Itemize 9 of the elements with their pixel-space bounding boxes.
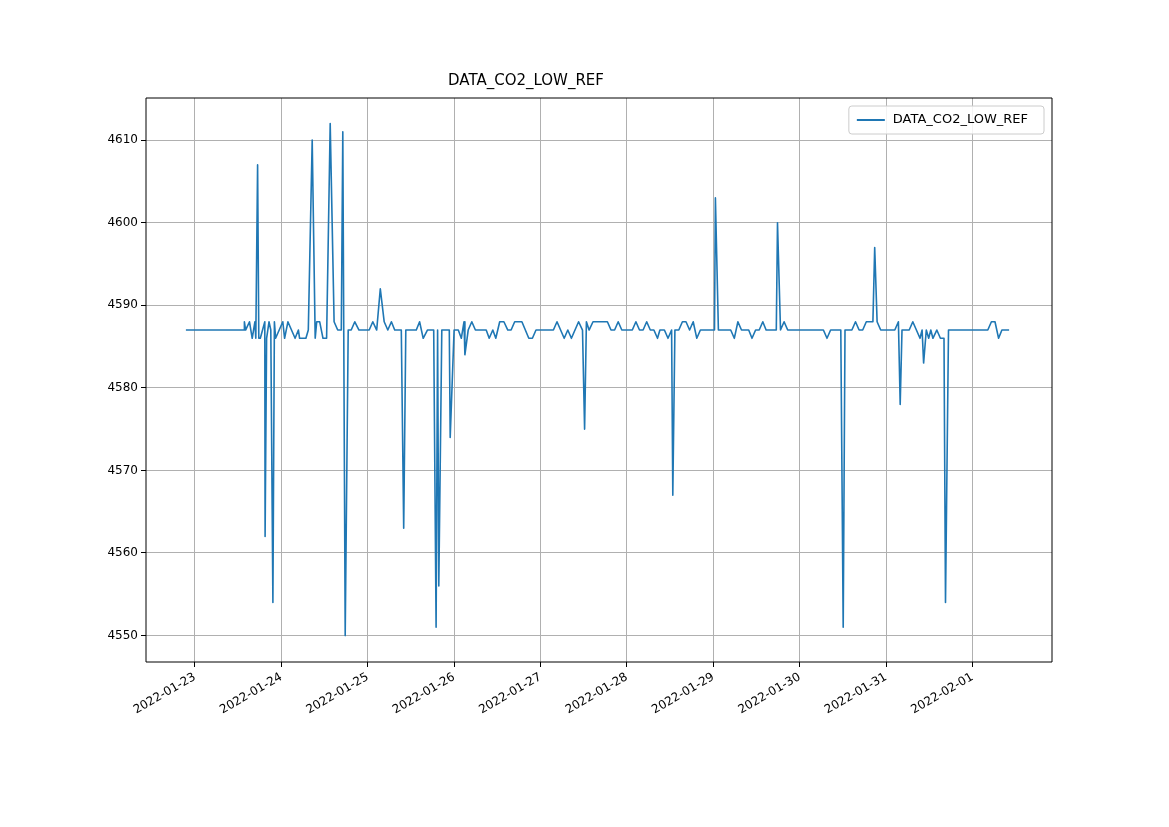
- legend-label: DATA_CO2_LOW_REF: [892, 111, 1029, 127]
- y-tick-label: 4600: [107, 214, 138, 229]
- y-tick-label: 4590: [107, 297, 138, 312]
- y-tick-label: 4580: [107, 379, 138, 394]
- y-tick-label: 4610: [107, 132, 138, 147]
- y-tick-label: 4570: [107, 462, 138, 477]
- y-tick-label: 4550: [107, 627, 138, 642]
- chart-title: DATA_CO2_LOW_REF: [448, 70, 604, 90]
- y-tick-label: 4560: [107, 545, 138, 560]
